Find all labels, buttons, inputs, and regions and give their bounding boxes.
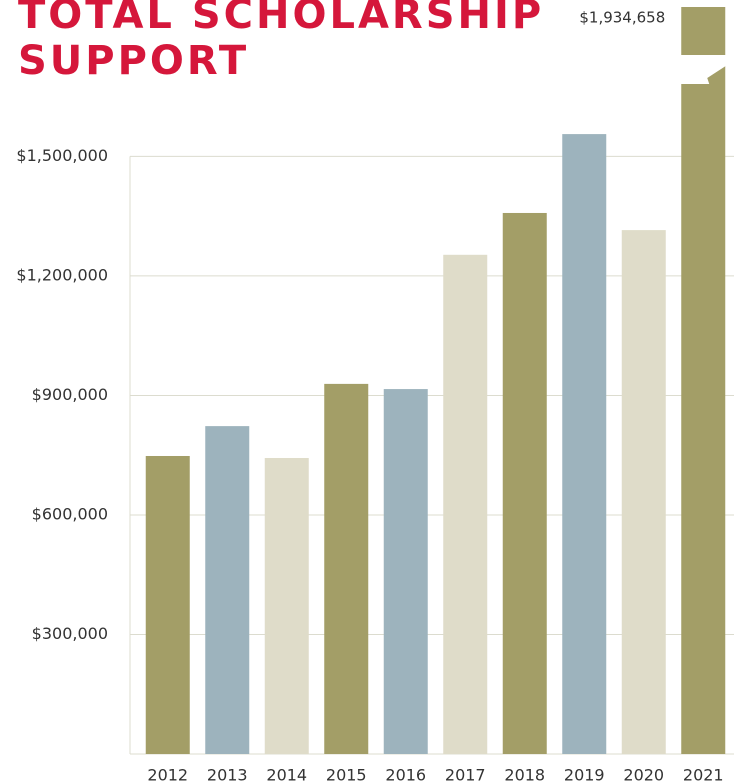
bar bbox=[443, 254, 488, 754]
x-tick-label: 2021 bbox=[683, 766, 724, 784]
x-tick-label: 2015 bbox=[326, 766, 367, 784]
y-tick-label: $600,000 bbox=[32, 504, 108, 523]
chart-title: TOTAL SCHOLARSHIP bbox=[18, 0, 544, 38]
y-tick-label: $300,000 bbox=[32, 624, 108, 643]
x-tick-label: 2012 bbox=[147, 766, 188, 784]
bar bbox=[681, 7, 726, 755]
bar bbox=[264, 457, 309, 754]
bar bbox=[205, 426, 250, 754]
x-tick-label: 2018 bbox=[504, 766, 545, 784]
y-tick-label: $900,000 bbox=[32, 385, 108, 404]
y-tick-label: $1,500,000 bbox=[16, 146, 108, 165]
x-tick-label: 2017 bbox=[445, 766, 486, 784]
axis-break bbox=[679, 55, 728, 84]
bar bbox=[145, 455, 190, 754]
x-tick-label: 2013 bbox=[207, 766, 248, 784]
x-tick-label: 2016 bbox=[385, 766, 426, 784]
bar bbox=[562, 134, 607, 754]
value-label: $1,934,658 bbox=[579, 9, 665, 27]
chart-title: SUPPORT bbox=[18, 38, 249, 84]
bar bbox=[621, 230, 666, 754]
bar bbox=[383, 389, 428, 754]
y-tick-label: $1,200,000 bbox=[16, 265, 108, 284]
x-tick-label: 2014 bbox=[266, 766, 307, 784]
x-tick-label: 2019 bbox=[564, 766, 605, 784]
x-tick-label: 2020 bbox=[623, 766, 664, 784]
bar bbox=[324, 383, 369, 754]
bar bbox=[502, 212, 547, 755]
